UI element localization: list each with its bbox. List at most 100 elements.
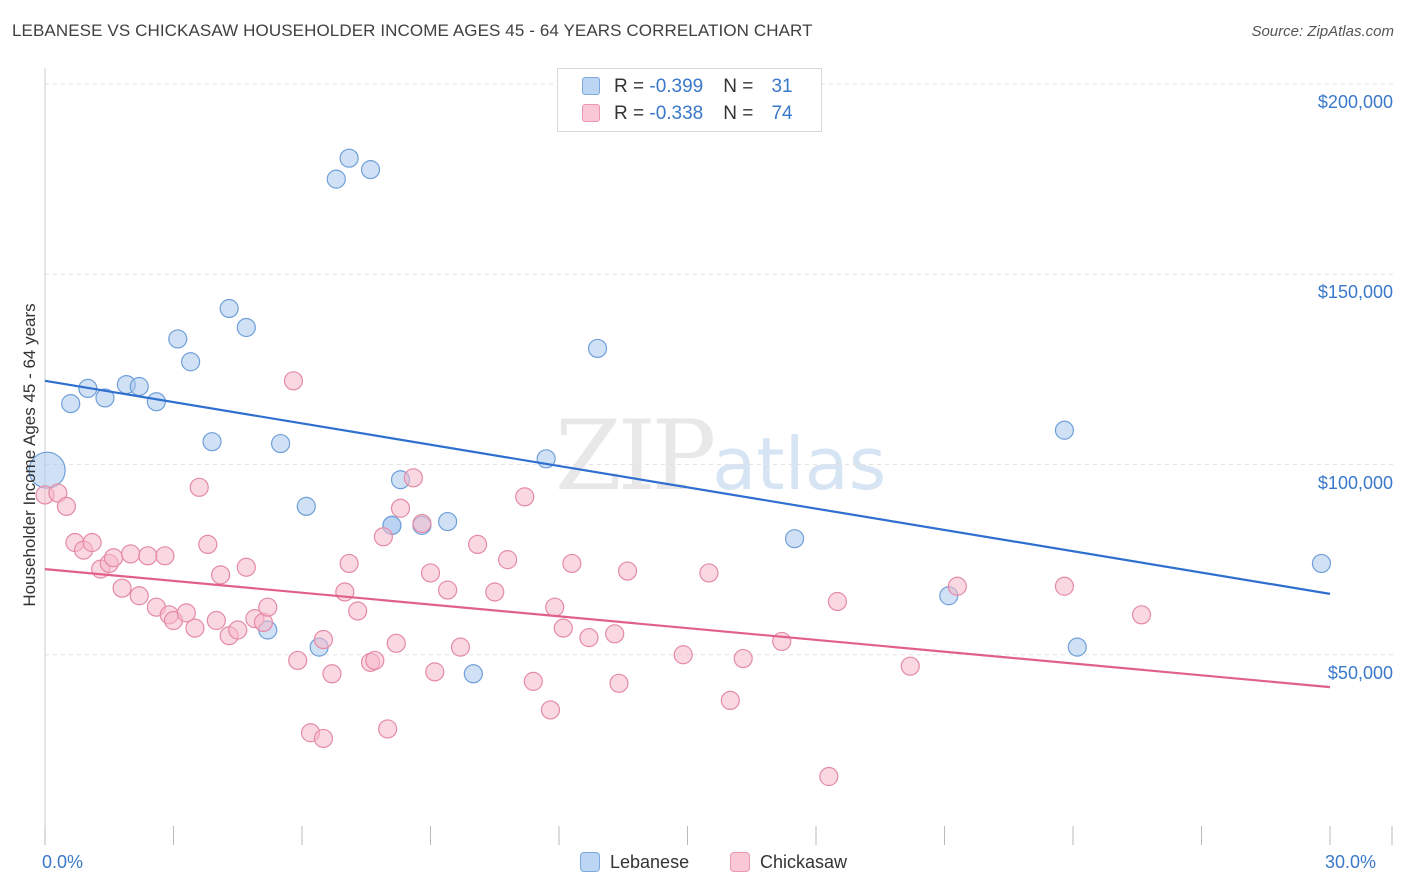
legend-n-label: N = — [723, 103, 759, 124]
point-chickasaw — [103, 548, 124, 568]
x-tick-label-max: 30.0% — [1325, 852, 1377, 872]
point-chickasaw — [485, 582, 505, 602]
correlation-legend: R = -0.399 N = 31 R = -0.338 N = 74 — [557, 68, 822, 132]
point-lebanese — [146, 392, 166, 412]
point-chickasaw — [412, 513, 432, 534]
y-tick-label: $200,000 — [1317, 92, 1393, 112]
point-chickasaw — [720, 690, 740, 711]
trend-line-lebanese — [44, 379, 1331, 595]
point-lebanese — [168, 329, 188, 349]
point-lebanese — [587, 338, 608, 359]
point-lebanese — [296, 496, 316, 516]
point-chickasaw — [673, 645, 693, 665]
bottom-legend-swatch-chickasaw — [730, 852, 750, 872]
legend-row-chickasaw: R = -0.338 N = 74 — [582, 103, 793, 125]
legend-r-value: -0.338 — [649, 103, 704, 124]
point-chickasaw — [206, 610, 226, 631]
point-chickasaw — [386, 633, 406, 653]
bottom-legend-lebanese: Lebanese — [580, 852, 689, 873]
point-chickasaw — [189, 477, 209, 497]
y-axis-label: Householder Income Ages 45 - 64 years — [20, 303, 39, 607]
point-chickasaw — [699, 563, 719, 583]
point-lebanese — [202, 432, 222, 452]
legend-n-label: N = — [723, 76, 759, 97]
trend-line-chickasaw — [44, 568, 1331, 689]
bottom-legend-swatch-lebanese — [580, 852, 600, 872]
x-tick-label-min: 0.0% — [42, 852, 84, 872]
point-chickasaw — [819, 766, 839, 787]
point-chickasaw — [515, 487, 535, 507]
point-chickasaw — [545, 597, 565, 617]
point-lebanese — [61, 394, 81, 414]
point-chickasaw — [228, 620, 248, 640]
point-chickasaw — [553, 618, 573, 638]
legend-row-lebanese: R = -0.399 N = 31 — [582, 76, 793, 98]
point-lebanese — [236, 317, 256, 338]
point-chickasaw — [523, 671, 543, 691]
point-chickasaw — [348, 601, 368, 621]
point-chickasaw — [339, 553, 359, 574]
legend-swatch-chickasaw — [582, 104, 600, 122]
point-chickasaw — [373, 527, 393, 547]
point-chickasaw — [579, 628, 599, 648]
point-chickasaw — [121, 544, 141, 564]
chart-title: LEBANESE VS CHICKASAW HOUSEHOLDER INCOME… — [12, 21, 813, 40]
point-chickasaw — [288, 650, 308, 671]
point-chickasaw — [827, 591, 848, 612]
source-credit: Source: ZipAtlas.com — [1251, 23, 1394, 40]
bottom-legend-label-lebanese: Lebanese — [610, 852, 690, 872]
point-chickasaw — [540, 700, 561, 720]
point-lebanese — [326, 169, 346, 189]
trend-lines — [44, 379, 1331, 689]
axes — [44, 68, 1393, 845]
point-chickasaw — [322, 664, 342, 684]
point-chickasaw — [185, 618, 205, 638]
point-chickasaw — [313, 629, 334, 650]
point-lebanese — [181, 352, 201, 372]
point-chickasaw — [947, 576, 967, 596]
point-lebanese — [784, 529, 805, 549]
point-chickasaw — [258, 597, 278, 617]
point-lebanese — [339, 148, 359, 168]
data-points — [28, 148, 1332, 787]
point-lebanese — [1311, 553, 1332, 574]
bottom-legend-chickasaw: Chickasaw — [730, 852, 847, 873]
point-chickasaw — [176, 603, 196, 623]
point-chickasaw — [283, 371, 304, 391]
point-chickasaw — [211, 565, 231, 585]
point-chickasaw — [605, 624, 625, 644]
point-chickasaw — [450, 637, 471, 657]
point-chickasaw — [236, 557, 256, 577]
point-chickasaw — [498, 550, 518, 570]
point-chickasaw — [313, 728, 334, 749]
y-tick-label: $150,000 — [1317, 282, 1393, 303]
point-chickasaw — [900, 656, 920, 676]
point-chickasaw — [617, 561, 638, 581]
point-lebanese — [463, 664, 483, 684]
legend-r-label: R = — [614, 103, 650, 124]
point-chickasaw — [138, 546, 158, 566]
point-lebanese — [95, 388, 115, 408]
point-chickasaw — [468, 534, 488, 555]
y-tick-label: $100,000 — [1317, 472, 1393, 493]
legend-r-value: -0.399 — [649, 76, 704, 97]
point-chickasaw — [1131, 605, 1152, 625]
point-lebanese — [270, 433, 291, 454]
legend-n-value: 31 — [771, 76, 793, 97]
point-lebanese — [129, 376, 149, 397]
point-chickasaw — [420, 563, 441, 583]
point-chickasaw — [609, 673, 629, 693]
point-lebanese — [438, 511, 458, 532]
point-chickasaw — [365, 650, 385, 671]
legend-r-label: R = — [614, 76, 650, 97]
y-tick-label: $50,000 — [1327, 662, 1393, 683]
point-chickasaw — [378, 719, 398, 739]
point-chickasaw — [129, 586, 149, 606]
point-chickasaw — [155, 546, 175, 566]
legend-n-value: 74 — [771, 103, 793, 124]
point-chickasaw — [425, 662, 445, 682]
point-chickasaw — [562, 553, 582, 574]
point-chickasaw — [82, 532, 102, 553]
point-lebanese — [1054, 420, 1075, 440]
